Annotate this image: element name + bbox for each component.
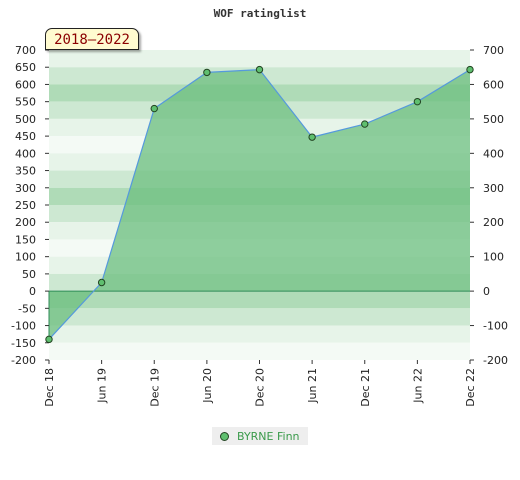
x-tick-label: Dec 22 xyxy=(464,368,477,407)
data-point xyxy=(466,65,474,74)
data-point xyxy=(255,65,264,74)
series-area-fill xyxy=(49,69,470,340)
x-tick-label: Dec 19 xyxy=(148,368,161,407)
y-right-tick-label: 0 xyxy=(483,285,490,298)
y-right-tick-label: 400 xyxy=(483,147,504,160)
y-left-tick-label: 400 xyxy=(15,147,36,160)
data-point xyxy=(45,335,53,344)
x-tick-label: Jun 22 xyxy=(411,368,424,404)
x-tick-label: Dec 18 xyxy=(43,368,56,407)
date-range-badge: 2018–2022 xyxy=(45,28,139,50)
grid-band xyxy=(49,291,470,309)
y-left-tick-label: 250 xyxy=(15,199,36,212)
data-point xyxy=(203,68,211,77)
y-left-tick-label: 100 xyxy=(15,251,36,264)
data-point xyxy=(413,97,422,106)
data-point xyxy=(150,104,158,113)
y-right-tick-label: 100 xyxy=(483,251,504,264)
x-tick-label: Jun 19 xyxy=(96,368,109,404)
y-left-tick-label: -100 xyxy=(11,320,36,333)
grid-band xyxy=(49,308,470,326)
data-point xyxy=(361,120,369,128)
y-left-tick-label: 550 xyxy=(15,96,36,109)
y-left-tick-label: 700 xyxy=(15,44,36,57)
grid-band xyxy=(49,50,470,68)
y-right-tick-label: -100 xyxy=(483,320,508,333)
x-tick-label: Dec 20 xyxy=(254,368,267,407)
y-left-tick-label: 450 xyxy=(15,130,36,143)
y-right-tick-label: 600 xyxy=(483,78,504,91)
legend-marker-icon xyxy=(220,431,229,441)
y-right-tick-label: -200 xyxy=(483,354,508,367)
y-left-tick-label: 0 xyxy=(29,285,36,298)
x-tick-label: Jun 20 xyxy=(201,368,214,404)
axes: 7006506005505004504003503002502001501005… xyxy=(11,44,508,407)
x-tick-label: Dec 21 xyxy=(359,368,372,407)
y-right-tick-label: 200 xyxy=(483,216,504,229)
y-left-tick-label: 500 xyxy=(15,113,36,126)
series-area xyxy=(49,69,470,340)
y-left-tick-label: 650 xyxy=(15,61,36,74)
y-left-tick-label: 300 xyxy=(15,182,36,195)
y-right-tick-label: 300 xyxy=(483,182,504,195)
series-marks xyxy=(45,65,474,344)
y-left-tick-label: 600 xyxy=(15,78,36,91)
y-left-tick-label: -50 xyxy=(18,302,36,315)
legend-label: BYRNE Finn xyxy=(237,429,300,443)
grid-band xyxy=(49,342,470,360)
y-left-tick-label: 350 xyxy=(15,165,36,178)
y-left-tick-label: -200 xyxy=(11,354,36,367)
y-right-tick-label: 700 xyxy=(483,44,504,57)
data-point xyxy=(97,278,106,287)
legend[interactable]: BYRNE Finn xyxy=(212,427,308,445)
y-right-tick-label: 500 xyxy=(483,113,504,126)
y-left-tick-label: 200 xyxy=(15,216,36,229)
grid-band xyxy=(49,325,470,343)
data-point xyxy=(308,133,316,141)
y-left-tick-label: 50 xyxy=(22,268,36,281)
chart-title: WOF ratinglist xyxy=(214,7,307,20)
x-tick-label: Jun 21 xyxy=(306,368,319,404)
y-left-tick-label: -150 xyxy=(11,337,36,350)
y-left-tick-label: 150 xyxy=(15,233,36,246)
